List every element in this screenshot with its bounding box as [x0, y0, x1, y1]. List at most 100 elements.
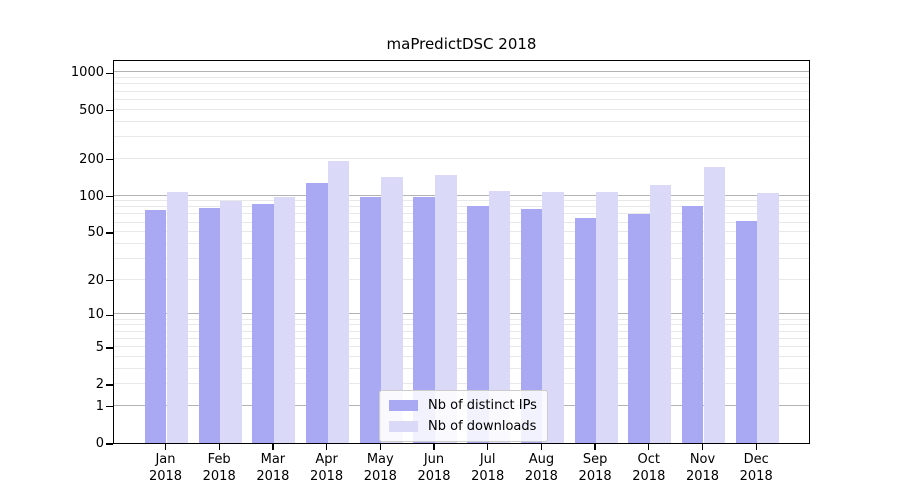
x-tick-mark-may — [379, 444, 381, 450]
bars-layer — [114, 61, 809, 443]
gridline-2 — [114, 383, 809, 385]
legend-item-downloads: Nb of downloads — [389, 419, 538, 434]
bar-jul-downloads — [488, 191, 511, 443]
x-tick-mark-jun — [433, 444, 435, 450]
bar-mar-downloads — [273, 196, 296, 443]
legend-swatch-distinct-ips — [389, 400, 418, 411]
y-tick-mark-2 — [106, 384, 113, 386]
legend-label-distinct-ips: Nb of distinct IPs — [428, 398, 537, 413]
x-tick-mark-aug — [540, 444, 543, 450]
gridline-100 — [114, 194, 809, 196]
gridline-50 — [114, 231, 809, 233]
gridline-10 — [114, 313, 809, 315]
y-tick-label-500: 500 — [79, 102, 104, 118]
x-tick-mark-mar — [272, 444, 274, 450]
x-tick-label-may: May 2018 — [363, 452, 397, 484]
gridline-9 — [114, 318, 809, 320]
x-tick-label-jan: Jan 2018 — [148, 452, 183, 484]
gridline-6 — [114, 337, 809, 339]
bar-dec-distinct-ips — [735, 220, 758, 443]
bar-sep-downloads — [596, 192, 618, 443]
legend-item-distinct-ips: Nb of distinct IPs — [389, 398, 538, 413]
gridline-700 — [114, 90, 809, 92]
x-tick-label-dec: Dec 2018 — [739, 452, 773, 484]
x-tick-label-feb: Feb 2018 — [202, 452, 236, 484]
gridline-40 — [114, 242, 809, 244]
gridline-4 — [114, 355, 809, 357]
y-tick-mark-5 — [106, 347, 113, 349]
y-tick-mark-50 — [106, 232, 113, 234]
y-tick-mark-200 — [106, 158, 113, 161]
y-tick-label-1000: 1000 — [70, 65, 104, 81]
x-tick-mark-nov — [701, 444, 704, 450]
bar-aug-distinct-ips — [520, 208, 543, 443]
gridline-70 — [114, 213, 809, 215]
y-tick-label-0: 0 — [95, 436, 104, 451]
y-tick-mark-10 — [106, 314, 113, 317]
bar-apr-downloads — [327, 161, 350, 443]
gridline-60 — [114, 221, 809, 223]
y-tick-mark-100 — [106, 195, 113, 198]
bar-jun-distinct-ips — [413, 196, 435, 443]
bar-feb-distinct-ips — [198, 208, 221, 443]
y-tick-mark-500 — [106, 109, 113, 112]
gridline-5 — [114, 345, 809, 347]
x-tick-label-sep: Sep 2018 — [578, 452, 612, 484]
y-tick-label-1: 1 — [95, 398, 104, 414]
bar-nov-distinct-ips — [681, 206, 704, 443]
y-tick-label-200: 200 — [79, 151, 104, 167]
y-tick-label-2: 2 — [95, 377, 104, 393]
y-tick-mark-1 — [106, 406, 113, 408]
x-tick-mark-dec — [755, 444, 757, 450]
legend-label-downloads: Nb of downloads — [428, 419, 537, 434]
bar-jul-distinct-ips — [467, 206, 489, 443]
x-tick-label-oct: Oct 2018 — [632, 452, 666, 484]
x-tick-label-jun: Jun 2018 — [417, 452, 451, 484]
bar-nov-downloads — [703, 166, 726, 443]
x-tick-label-nov: Nov 2018 — [685, 452, 720, 484]
gridline-600 — [114, 98, 809, 100]
gridline-200 — [114, 157, 809, 159]
bar-dec-downloads — [757, 193, 779, 443]
y-tick-label-100: 100 — [79, 188, 104, 204]
gridline-1000 — [114, 71, 809, 73]
bar-mar-distinct-ips — [252, 204, 274, 443]
gridlines-layer — [114, 61, 809, 443]
x-tick-label-apr: Apr 2018 — [310, 452, 344, 484]
gridline-800 — [114, 83, 809, 85]
y-tick-mark-0 — [106, 443, 113, 445]
x-tick-mark-jan — [164, 444, 167, 450]
y-tick-label-20: 20 — [87, 272, 104, 288]
plot-area: Nb of distinct IPs Nb of downloads — [113, 60, 810, 444]
bar-sep-distinct-ips — [574, 217, 597, 443]
gridline-8 — [114, 324, 809, 326]
y-tick-label-50: 50 — [87, 225, 104, 241]
gridline-90 — [114, 200, 809, 202]
x-tick-label-jul: Jul 2018 — [471, 452, 505, 484]
bar-jun-downloads — [435, 174, 457, 443]
gridline-30 — [114, 257, 809, 259]
gridline-80 — [114, 206, 809, 208]
bar-feb-downloads — [220, 200, 242, 443]
x-tick-label-aug: Aug 2018 — [524, 452, 558, 484]
x-tick-mark-jul — [487, 444, 489, 450]
x-tick-mark-feb — [218, 444, 220, 450]
bar-jan-downloads — [166, 191, 189, 443]
legend: Nb of distinct IPs Nb of downloads — [379, 390, 548, 442]
x-tick-mark-oct — [648, 444, 650, 450]
chart-title: maPredictDSC 2018 — [386, 35, 537, 53]
y-tick-label-10: 10 — [87, 307, 104, 323]
bar-may-distinct-ips — [359, 196, 382, 443]
gridline-300 — [114, 135, 809, 137]
bar-jan-distinct-ips — [144, 210, 167, 443]
y-tick-mark-20 — [106, 280, 113, 282]
x-tick-mark-apr — [325, 444, 328, 450]
gridline-20 — [114, 278, 809, 280]
legend-swatch-downloads — [389, 421, 418, 432]
bar-oct-distinct-ips — [628, 213, 650, 443]
x-tick-label-mar: Mar 2018 — [256, 452, 290, 484]
bar-may-downloads — [381, 177, 403, 443]
gridline-400 — [114, 120, 809, 122]
gridline-3 — [114, 367, 809, 369]
